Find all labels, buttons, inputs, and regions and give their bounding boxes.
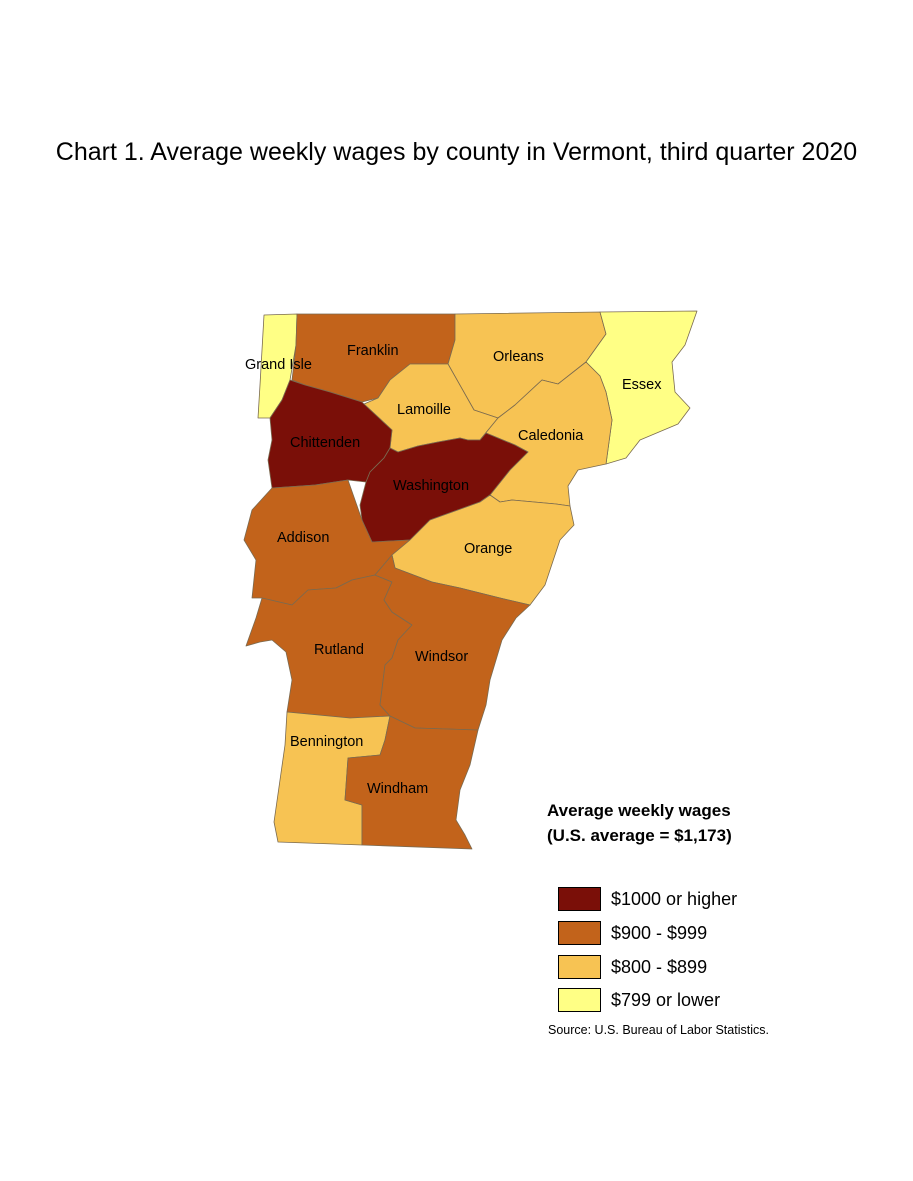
label-lamoille: Lamoille — [397, 402, 451, 418]
label-orange: Orange — [464, 541, 512, 557]
legend-item-800-899: $800 - $899 — [558, 954, 707, 980]
label-addison: Addison — [277, 530, 329, 546]
label-rutland: Rutland — [314, 642, 364, 658]
legend-label: $1000 or higher — [611, 888, 738, 909]
label-washington: Washington — [393, 478, 469, 494]
legend-item-1000-plus: $1000 or higher — [558, 886, 737, 912]
county-windham[interactable] — [344, 715, 479, 850]
source-note: Source: U.S. Bureau of Labor Statistics. — [548, 1023, 769, 1037]
label-orleans: Orleans — [493, 349, 544, 365]
legend-swatch — [558, 921, 601, 945]
label-chittenden: Chittenden — [290, 435, 360, 451]
legend-title-line1: Average weekly wages — [547, 801, 731, 820]
legend-swatch — [558, 955, 601, 979]
label-essex: Essex — [622, 377, 662, 393]
legend-item-900-999: $900 - $999 — [558, 920, 707, 946]
label-windham: Windham — [367, 781, 428, 797]
legend-label: $900 - $999 — [611, 922, 708, 943]
legend-label: $800 - $899 — [611, 956, 708, 977]
legend-title: Average weekly wages (U.S. average = $1,… — [547, 798, 732, 848]
legend-item-799-lower: $799 or lower — [558, 987, 720, 1013]
legend-swatch — [558, 887, 601, 911]
label-franklin: Franklin — [347, 343, 399, 359]
label-caledonia: Caledonia — [518, 428, 584, 444]
label-grand-isle: Grand Isle — [245, 357, 312, 373]
legend-label: $799 or lower — [611, 989, 721, 1010]
label-windsor: Windsor — [415, 649, 468, 665]
chart-title: Chart 1. Average weekly wages by county … — [55, 138, 858, 166]
label-bennington: Bennington — [290, 734, 363, 750]
legend-swatch — [558, 988, 601, 1012]
legend-title-line2: (U.S. average = $1,173) — [547, 826, 732, 845]
